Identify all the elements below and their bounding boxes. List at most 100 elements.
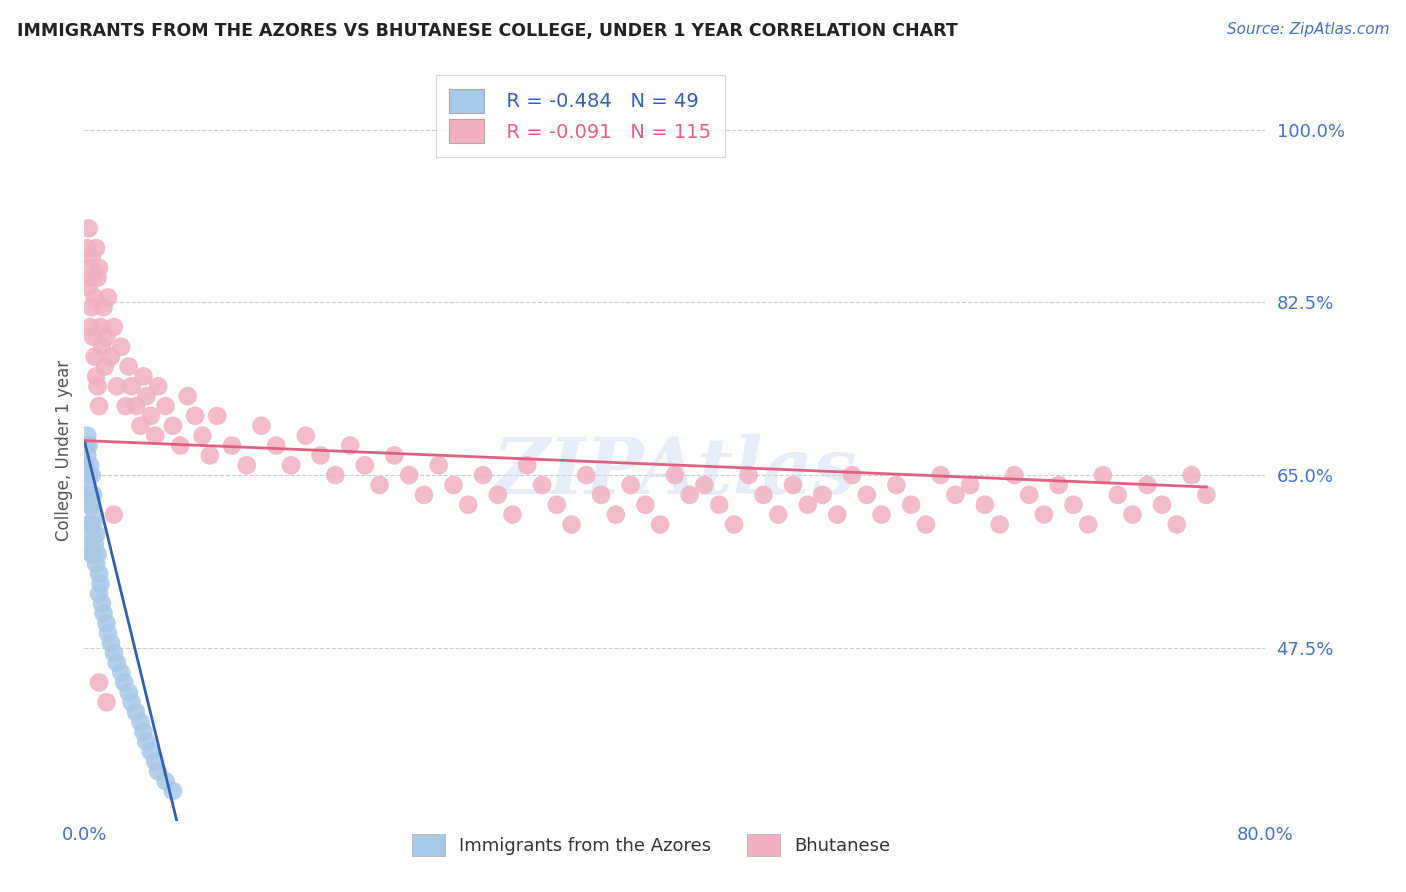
Point bbox=[561, 517, 583, 532]
Point bbox=[184, 409, 207, 423]
Point bbox=[125, 399, 148, 413]
Point bbox=[110, 340, 132, 354]
Y-axis label: College, Under 1 year: College, Under 1 year bbox=[55, 359, 73, 541]
Point bbox=[1122, 508, 1144, 522]
Point bbox=[90, 576, 112, 591]
Text: ZIPAtlas: ZIPAtlas bbox=[492, 434, 858, 511]
Point bbox=[309, 449, 332, 463]
Point bbox=[575, 468, 598, 483]
Point bbox=[368, 478, 391, 492]
Point bbox=[709, 498, 731, 512]
Point bbox=[664, 468, 686, 483]
Point bbox=[87, 586, 111, 600]
Point bbox=[76, 488, 98, 502]
Point bbox=[1004, 468, 1026, 483]
Point bbox=[105, 656, 128, 670]
Point bbox=[1047, 478, 1070, 492]
Point bbox=[169, 438, 191, 452]
Point bbox=[797, 498, 820, 512]
Point bbox=[280, 458, 302, 473]
Point bbox=[143, 428, 166, 442]
Point bbox=[76, 428, 98, 442]
Point bbox=[1150, 498, 1173, 512]
Point bbox=[752, 488, 775, 502]
Point bbox=[398, 468, 420, 483]
Point bbox=[118, 359, 141, 374]
Point bbox=[86, 270, 108, 285]
Point bbox=[103, 320, 125, 334]
Point bbox=[768, 508, 790, 522]
Point bbox=[129, 714, 152, 729]
Point bbox=[856, 488, 879, 502]
Point bbox=[76, 241, 98, 255]
Point bbox=[90, 320, 112, 334]
Point bbox=[143, 755, 166, 769]
Point bbox=[103, 508, 125, 522]
Point bbox=[236, 458, 259, 473]
Point bbox=[118, 685, 141, 699]
Point bbox=[155, 399, 177, 413]
Point bbox=[91, 597, 114, 611]
Point bbox=[354, 458, 377, 473]
Point bbox=[679, 488, 702, 502]
Point bbox=[339, 438, 361, 452]
Point bbox=[77, 221, 100, 235]
Point bbox=[82, 488, 104, 502]
Point bbox=[1166, 517, 1188, 532]
Point bbox=[148, 379, 170, 393]
Point bbox=[382, 449, 406, 463]
Point bbox=[250, 418, 273, 433]
Point bbox=[96, 330, 118, 344]
Point bbox=[155, 774, 177, 789]
Point bbox=[129, 418, 152, 433]
Point bbox=[86, 547, 108, 561]
Point bbox=[84, 557, 107, 571]
Point bbox=[83, 290, 105, 304]
Point bbox=[139, 409, 162, 423]
Point bbox=[266, 438, 288, 452]
Point bbox=[105, 379, 128, 393]
Point bbox=[693, 478, 716, 492]
Point bbox=[325, 468, 347, 483]
Point bbox=[100, 350, 122, 364]
Point bbox=[82, 330, 104, 344]
Point bbox=[80, 547, 103, 561]
Point bbox=[80, 527, 103, 541]
Point bbox=[486, 488, 509, 502]
Point bbox=[79, 488, 101, 502]
Point bbox=[132, 724, 155, 739]
Point bbox=[97, 290, 120, 304]
Point bbox=[135, 734, 157, 748]
Point bbox=[1018, 488, 1040, 502]
Point bbox=[295, 428, 318, 442]
Point bbox=[82, 547, 104, 561]
Point bbox=[1195, 488, 1218, 502]
Point bbox=[96, 616, 118, 631]
Text: Source: ZipAtlas.com: Source: ZipAtlas.com bbox=[1226, 22, 1389, 37]
Point bbox=[915, 517, 938, 532]
Point bbox=[988, 517, 1011, 532]
Point bbox=[94, 359, 117, 374]
Point bbox=[162, 784, 184, 798]
Point bbox=[80, 251, 103, 265]
Point bbox=[1077, 517, 1099, 532]
Point bbox=[413, 488, 436, 502]
Point bbox=[84, 241, 107, 255]
Point bbox=[87, 675, 111, 690]
Point bbox=[1181, 468, 1204, 483]
Text: IMMIGRANTS FROM THE AZORES VS BHUTANESE COLLEGE, UNDER 1 YEAR CORRELATION CHART: IMMIGRANTS FROM THE AZORES VS BHUTANESE … bbox=[17, 22, 957, 40]
Point bbox=[84, 369, 107, 384]
Point bbox=[132, 369, 155, 384]
Point bbox=[79, 537, 101, 551]
Point bbox=[945, 488, 967, 502]
Point bbox=[472, 468, 495, 483]
Point bbox=[427, 458, 450, 473]
Point bbox=[103, 646, 125, 660]
Point bbox=[546, 498, 568, 512]
Point bbox=[139, 745, 162, 759]
Point bbox=[80, 301, 103, 315]
Point bbox=[84, 527, 107, 541]
Point bbox=[77, 498, 100, 512]
Point bbox=[457, 498, 479, 512]
Point bbox=[1092, 468, 1115, 483]
